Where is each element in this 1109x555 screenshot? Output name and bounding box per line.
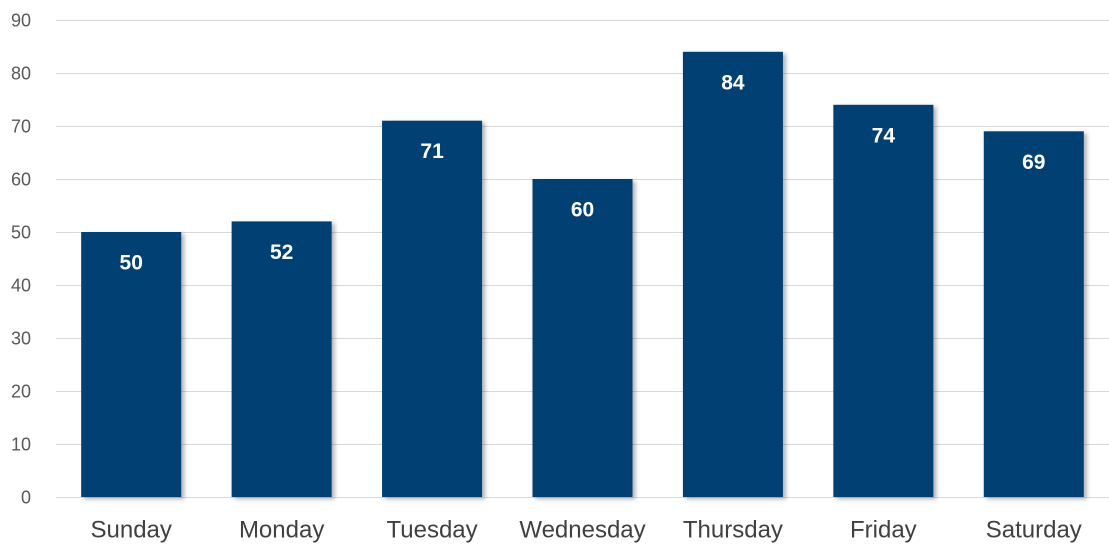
bar xyxy=(532,179,633,497)
y-tick-label: 50 xyxy=(11,223,31,243)
bar xyxy=(382,120,483,497)
bar xyxy=(983,131,1084,498)
bar-value-label: 71 xyxy=(420,140,444,163)
bar-value-label: 84 xyxy=(721,71,745,94)
x-tick-label: Tuesday xyxy=(386,517,477,544)
y-tick-label: 70 xyxy=(11,117,31,137)
y-tick-label: 0 xyxy=(21,488,31,508)
y-tick-label: 80 xyxy=(11,64,31,84)
bar-value-label: 74 xyxy=(872,124,896,147)
x-tick-label: Friday xyxy=(850,517,917,544)
x-tick-label: Saturday xyxy=(986,517,1082,544)
y-tick-label: 60 xyxy=(11,170,31,190)
y-tick-label: 10 xyxy=(11,435,31,455)
bar-value-label: 60 xyxy=(571,199,594,222)
bar xyxy=(231,221,332,497)
y-tick-label: 40 xyxy=(11,276,31,296)
x-tick-label: Monday xyxy=(239,517,324,544)
y-tick-label: 90 xyxy=(11,11,31,31)
bar-value-label: 52 xyxy=(270,241,293,264)
bar xyxy=(81,232,182,497)
y-axis-ticks: 0 10 20 30 40 50 60 70 80 90 xyxy=(11,11,31,508)
bar-value-label: 50 xyxy=(120,252,143,275)
x-tick-label: Thursday xyxy=(683,517,783,544)
x-axis-ticks: Sunday Monday Tuesday Wednesday Thursday Frid… xyxy=(91,517,1082,544)
bar-value-label: 69 xyxy=(1022,151,1045,174)
bars xyxy=(81,51,1084,498)
x-tick-label: Wednesday xyxy=(519,517,645,544)
bar xyxy=(682,51,783,498)
x-tick-label: Sunday xyxy=(91,517,172,544)
bar-value-labels: 50 52 71 60 84 74 69 xyxy=(120,71,1046,274)
bar xyxy=(833,104,934,498)
y-tick-label: 30 xyxy=(11,329,31,349)
y-tick-label: 20 xyxy=(11,382,31,402)
